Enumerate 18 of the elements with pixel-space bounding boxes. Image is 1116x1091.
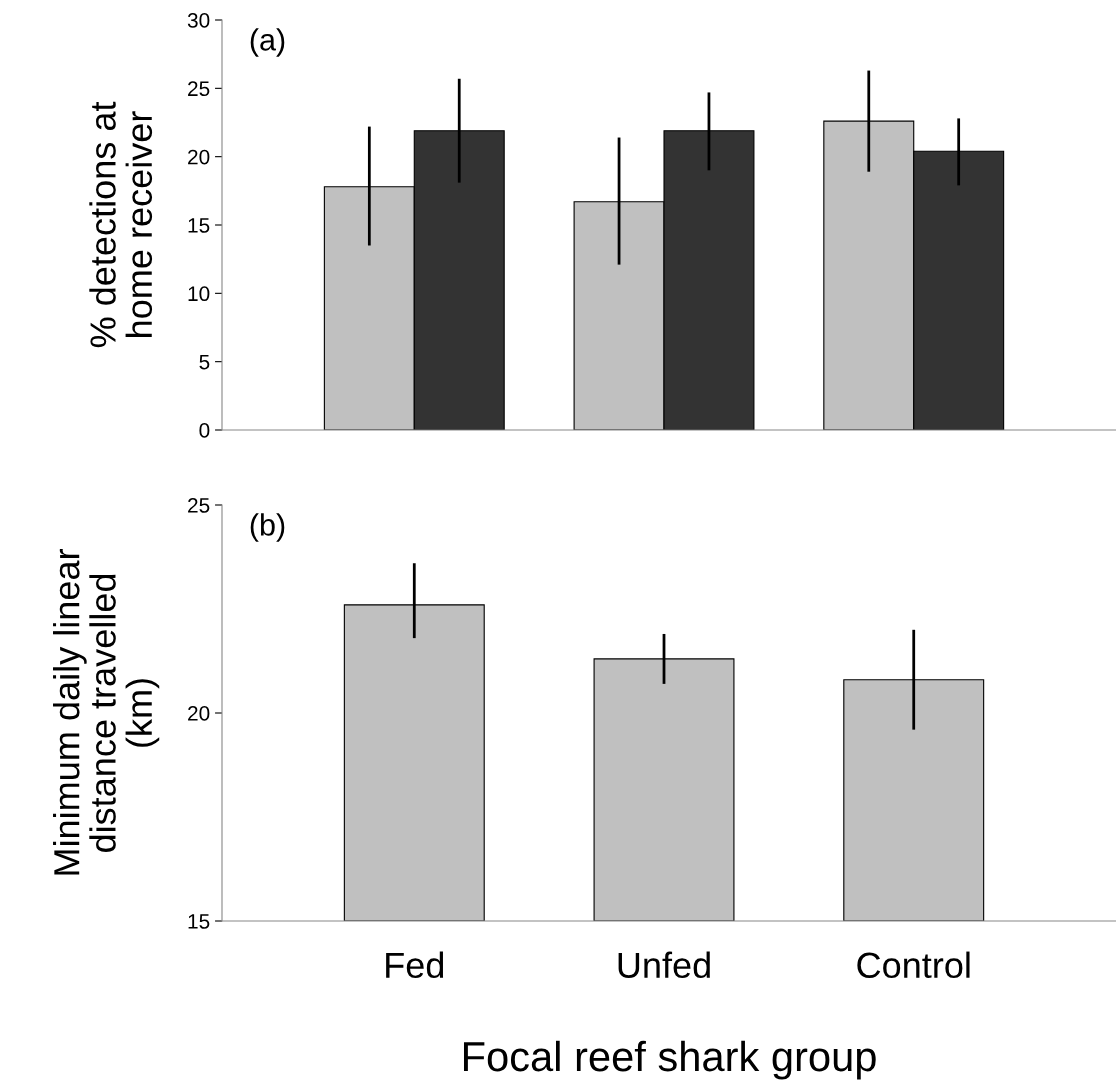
y-tick-label: 25 [188, 81, 210, 97]
x-tick-label: Fed [386, 951, 444, 979]
x-axis-title: Focal reef shark group [464, 1040, 876, 1080]
y-tick-label: 20 [188, 149, 210, 165]
y-tick-label: 0 [199, 423, 210, 438]
x-tick-label: Control [857, 951, 970, 979]
x-tick-label: Unfed [618, 951, 710, 979]
y-tick-label: 10 [188, 286, 210, 302]
annotation: (b) [250, 513, 285, 542]
annotation: (a) [250, 28, 285, 57]
y-axis-title: % detections at home receiver [89, 101, 153, 348]
y-tick-label: 30 [187, 13, 210, 28]
y-tick-label: 25 [188, 498, 210, 513]
y-tick-label: 15 [188, 914, 210, 929]
y-tick-label: 5 [199, 354, 210, 370]
y-tick-label: 20 [188, 706, 210, 721]
y-tick-label: 15 [188, 218, 210, 233]
y-axis-title: Minimum daily linear distance travelled (km) [53, 549, 160, 875]
